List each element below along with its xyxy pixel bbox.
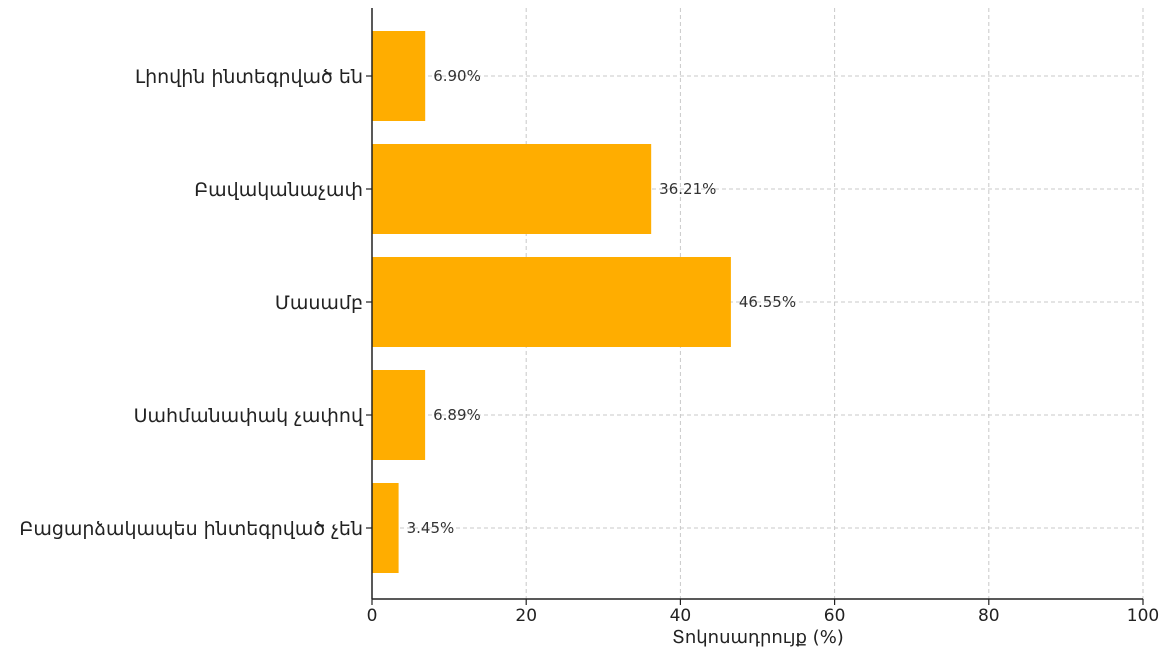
category-label: Սահմանափակ չափով — [134, 405, 364, 427]
category-label: Լիովին ինտեգրված են — [135, 66, 363, 88]
category-label: Մասամբ — [275, 292, 363, 314]
value-label: 3.45% — [407, 519, 455, 537]
x-tick-label: 80 — [978, 606, 1000, 626]
labels: 0 20 40 60 80 100 Լիովին ինտեգրված են Բավականաչ… — [19, 66, 1159, 626]
x-tick-label: 60 — [824, 606, 846, 626]
bars — [372, 31, 731, 573]
axes — [366, 8, 1144, 605]
value-label: 6.90% — [433, 67, 481, 85]
bar — [372, 257, 731, 347]
value-label: 46.55% — [739, 293, 796, 311]
value-label: 6.89% — [433, 406, 481, 424]
bar — [372, 31, 426, 121]
bar — [372, 144, 652, 234]
x-tick-label: 0 — [367, 606, 378, 626]
category-label: Բացարձակապես ինտեգրված չեն — [19, 518, 363, 540]
bar — [372, 370, 426, 460]
x-tick-label: 40 — [670, 606, 692, 626]
value-label: 36.21% — [659, 180, 716, 198]
category-label: Բավականաչափ — [194, 179, 363, 201]
x-tick-label: 20 — [515, 606, 537, 626]
bar — [372, 483, 399, 573]
x-axis-title: Տոկոսադրույք (%) — [672, 627, 844, 648]
x-tick-label: 100 — [1127, 606, 1159, 626]
